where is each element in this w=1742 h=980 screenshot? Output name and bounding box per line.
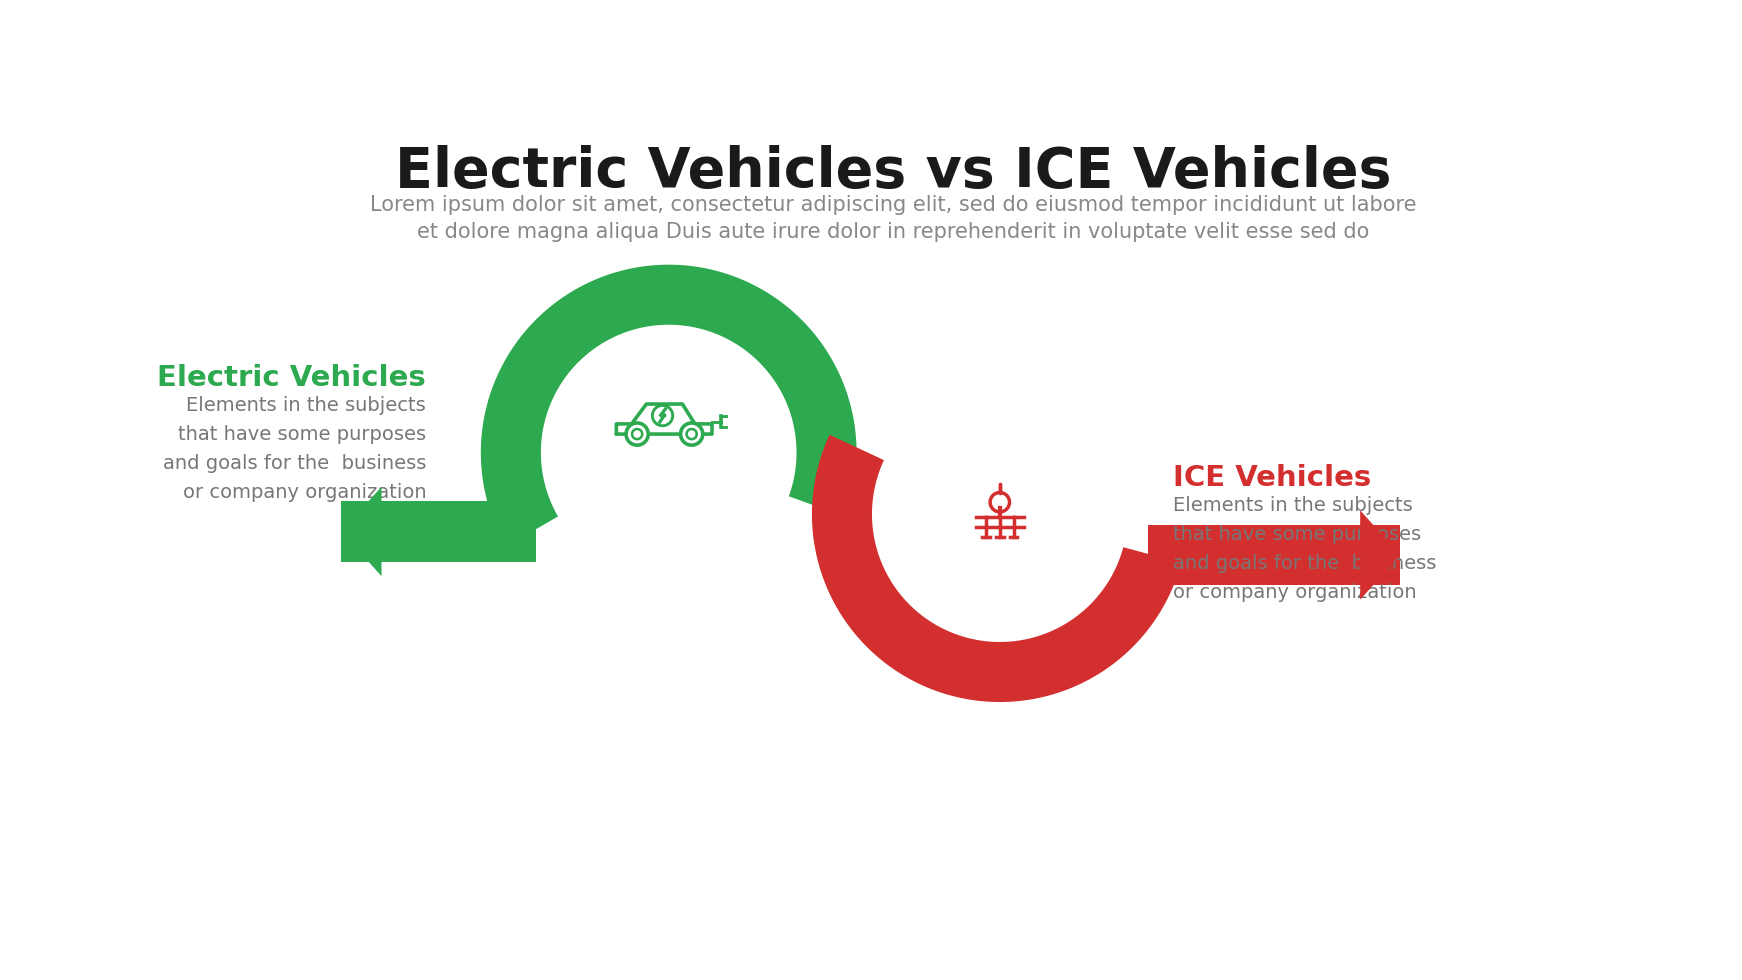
Text: Elements in the subjects
that have some purposes
and goals for the  business
or : Elements in the subjects that have some … <box>1172 497 1437 602</box>
Text: Elements in the subjects
that have some purposes
and goals for the  business
or : Elements in the subjects that have some … <box>162 396 427 502</box>
Text: Electric Vehicles: Electric Vehicles <box>157 364 427 392</box>
Circle shape <box>653 406 672 425</box>
Circle shape <box>681 423 702 445</box>
Circle shape <box>625 423 648 445</box>
Text: et dolore magna aliqua Duis aute irure dolor in reprehenderit in voluptate velit: et dolore magna aliqua Duis aute irure d… <box>416 221 1369 241</box>
Text: Lorem ipsum dolor sit amet, consectetur adipiscing elit, sed do eiusmod tempor i: Lorem ipsum dolor sit amet, consectetur … <box>369 195 1416 215</box>
Circle shape <box>874 389 1125 640</box>
Polygon shape <box>1361 511 1401 600</box>
Text: ICE Vehicles: ICE Vehicles <box>1172 465 1371 492</box>
Text: Electric Vehicles vs ICE Vehicles: Electric Vehicles vs ICE Vehicles <box>394 145 1392 199</box>
Circle shape <box>544 327 794 578</box>
Polygon shape <box>341 487 381 576</box>
Polygon shape <box>1148 525 1401 585</box>
Polygon shape <box>481 265 857 547</box>
Polygon shape <box>341 502 537 562</box>
Polygon shape <box>812 435 1181 702</box>
